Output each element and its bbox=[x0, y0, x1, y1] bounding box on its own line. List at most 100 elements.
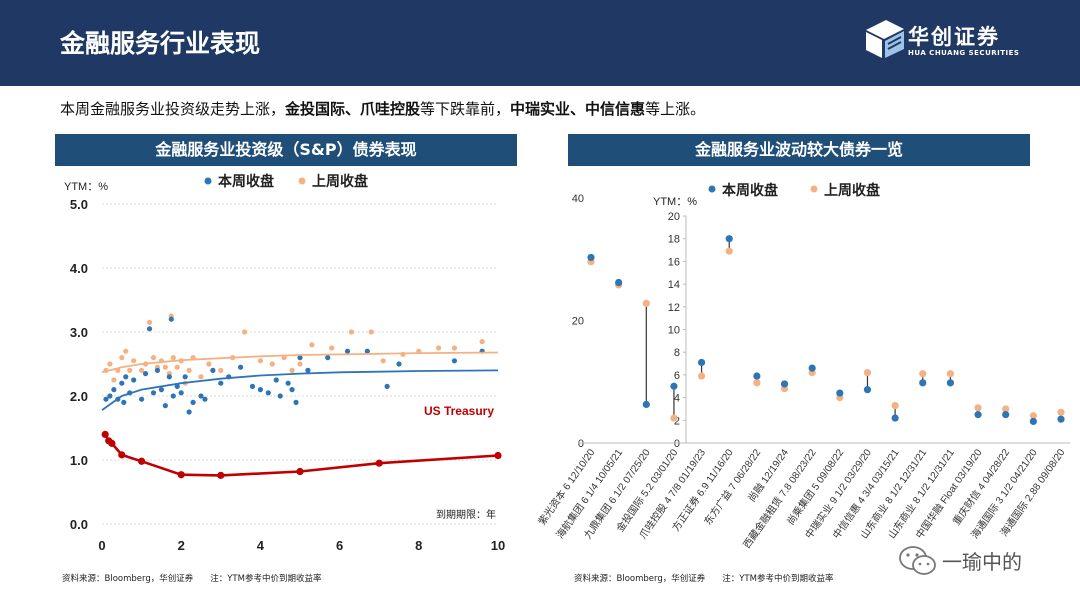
scatter-point-this-week bbox=[344, 348, 351, 354]
header-bar: 金融服务行业表现 华创证券 HUA CHUANG SECURITIES bbox=[0, 0, 1080, 86]
scatter-point-this-week bbox=[218, 380, 224, 386]
scatter-point-this-week bbox=[150, 390, 157, 396]
scatter-point-this-week bbox=[325, 355, 331, 361]
bond-point-this-week bbox=[780, 380, 789, 388]
scatter-point-this-week bbox=[146, 326, 153, 332]
scatter-point-this-week bbox=[166, 374, 172, 380]
bond-point-last-week bbox=[1002, 405, 1010, 413]
scatter-point-last-week bbox=[186, 367, 192, 373]
legend-this-week: 本周收盘 bbox=[722, 182, 778, 198]
left-source-note: 资料来源：Bloomberg，华创证券 注：YTM参考中价到期收益率 bbox=[62, 574, 322, 584]
scatter-point-last-week bbox=[131, 358, 137, 364]
trendline-last-week bbox=[101, 351, 499, 374]
scatter-point-this-week bbox=[158, 387, 164, 393]
us-treasury-label: US Treasury bbox=[424, 404, 494, 418]
scatter-point-last-week bbox=[368, 329, 374, 335]
us-treasury-point bbox=[217, 471, 225, 479]
x-tick-label: 0 bbox=[98, 538, 105, 553]
scatter-point-this-week bbox=[396, 361, 402, 367]
right-y-tick-label: 18 bbox=[668, 234, 680, 246]
bond-point-this-week bbox=[642, 400, 650, 409]
x-tick-label: 4 bbox=[257, 538, 265, 553]
x-tick-label: 6 bbox=[336, 538, 343, 553]
y-axis-label: YTM：% bbox=[653, 196, 697, 208]
scatter-point-this-week bbox=[174, 383, 180, 389]
trendline-this-week bbox=[101, 369, 499, 411]
summary-highlight-decline: 金投国际、爪哇控股 bbox=[285, 100, 421, 118]
legend-last-week: 上周收盘 bbox=[312, 173, 368, 189]
logo-english-name: HUA CHUANG SECURITIES bbox=[908, 49, 1020, 57]
scatter-point-last-week bbox=[479, 339, 485, 345]
bond-point-last-week bbox=[697, 372, 706, 380]
scatter-point-last-week bbox=[269, 361, 275, 367]
bond-point-this-week bbox=[1002, 411, 1010, 419]
ytm-maturity-chart: 0.0 1.0 2.0 3.0 4.0 5.0 0 2 4 6 8 10 YTM：% 本周收盘 上周收盘 US… bbox=[64, 173, 505, 553]
x-axis-label: 到期期限：年 bbox=[436, 508, 496, 521]
watermark-text: 一瑜中的 bbox=[942, 550, 1022, 574]
bond-point-this-week bbox=[863, 386, 872, 394]
scatter-point-last-week bbox=[206, 361, 212, 367]
bond-point-this-week bbox=[808, 364, 816, 372]
scatter-point-this-week bbox=[384, 383, 390, 389]
y-tick-label: 3.0 bbox=[70, 325, 88, 340]
y-tick-label: 4.0 bbox=[70, 261, 88, 276]
right-y-tick-label: 16 bbox=[668, 256, 680, 268]
scatter-point-this-week bbox=[139, 396, 145, 402]
scatter-point-this-week bbox=[190, 399, 196, 405]
right-y-tick-label: 14 bbox=[668, 279, 680, 291]
scatter-point-this-week bbox=[285, 380, 291, 386]
left-y-tick-label: 0 bbox=[578, 438, 584, 450]
bond-point-last-week bbox=[753, 379, 761, 387]
scatter-point-last-week bbox=[436, 345, 442, 351]
scatter-point-last-week bbox=[241, 329, 248, 335]
x-tick-label: 8 bbox=[415, 538, 422, 553]
scatter-point-this-week bbox=[202, 396, 208, 402]
scatter-point-this-week bbox=[186, 409, 192, 415]
right-y-tick-label: 8 bbox=[674, 347, 680, 359]
right-y-tick-label: 0 bbox=[674, 438, 680, 450]
bond-point-this-week bbox=[725, 235, 733, 243]
scatter-point-this-week bbox=[364, 348, 370, 354]
bond-point-this-week bbox=[1029, 417, 1037, 426]
us-treasury-point bbox=[108, 439, 116, 447]
scatter-point-last-week bbox=[174, 364, 180, 370]
bond-point-last-week bbox=[974, 404, 982, 412]
scatter-point-this-week bbox=[142, 371, 149, 377]
right-chart-banner: 金融服务业波动较大债券一览 bbox=[568, 134, 1030, 166]
legend-marker-last-week bbox=[810, 185, 818, 193]
right-y-tick-label: 2 bbox=[674, 415, 680, 427]
legend-marker-this-week bbox=[204, 177, 212, 185]
scatter-point-this-week bbox=[305, 367, 311, 373]
y-tick-label: 5.0 bbox=[70, 197, 88, 212]
bond-point-this-week bbox=[836, 389, 844, 397]
logo-chinese-name: 华创证券 bbox=[908, 25, 1000, 49]
scatter-point-last-week bbox=[162, 364, 168, 370]
scatter-point-this-week bbox=[238, 364, 244, 370]
scatter-point-this-week bbox=[168, 316, 174, 322]
bond-point-last-week bbox=[670, 414, 678, 422]
right-y-tick-label: 6 bbox=[674, 370, 680, 382]
right-y-tick-label: 4 bbox=[674, 393, 680, 405]
bond-point-last-week bbox=[725, 247, 733, 255]
legend-last-week: 上周收盘 bbox=[824, 182, 880, 198]
scatter-point-last-week bbox=[451, 345, 458, 351]
bond-point-last-week bbox=[1029, 412, 1037, 420]
scatter-point-this-week bbox=[293, 399, 299, 405]
summary-highlight-rise: 中瑞实业、中信信惠 bbox=[510, 100, 646, 118]
scatter-point-this-week bbox=[277, 393, 283, 399]
scatter-point-this-week bbox=[123, 374, 129, 380]
scatter-point-last-week bbox=[127, 367, 133, 373]
scatter-point-this-week bbox=[249, 383, 256, 389]
scatter-point-this-week bbox=[257, 387, 263, 393]
y-tick-label: 1.0 bbox=[70, 453, 88, 468]
summary-part: 等上涨。 bbox=[645, 100, 706, 118]
scatter-point-last-week bbox=[170, 355, 176, 361]
scatter-point-last-week bbox=[289, 367, 295, 373]
us-treasury-point bbox=[375, 459, 383, 467]
y-tick-label: 0.0 bbox=[70, 517, 88, 532]
bond-point-this-week bbox=[919, 379, 927, 387]
scatter-point-this-week bbox=[103, 396, 109, 402]
bond-point-this-week bbox=[615, 278, 623, 287]
bond-point-last-week bbox=[642, 299, 650, 307]
scatter-point-this-week bbox=[119, 380, 125, 386]
